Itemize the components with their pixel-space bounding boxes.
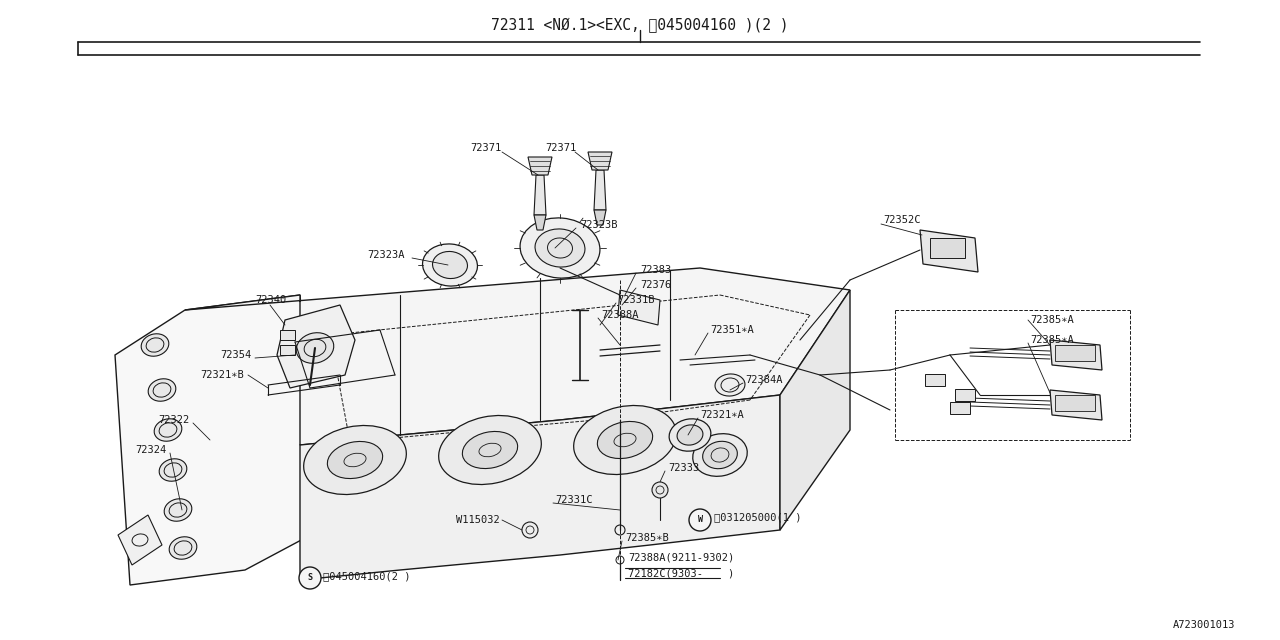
Ellipse shape [703, 442, 737, 468]
Text: 72182C(9303-    ): 72182C(9303- ) [628, 568, 735, 578]
Text: 72354: 72354 [220, 350, 251, 360]
Bar [1055, 345, 1094, 361]
Polygon shape [594, 210, 605, 225]
Polygon shape [780, 290, 850, 530]
Ellipse shape [141, 334, 169, 356]
Text: 72385∗B: 72385∗B [625, 533, 668, 543]
Text: 72383: 72383 [640, 265, 671, 275]
Ellipse shape [433, 252, 467, 278]
Text: 72384A: 72384A [745, 375, 782, 385]
Text: 72321∗B: 72321∗B [200, 370, 243, 380]
Ellipse shape [422, 244, 477, 286]
Polygon shape [534, 175, 547, 215]
Text: 72385∗A: 72385∗A [1030, 335, 1074, 345]
Bar [931, 238, 965, 258]
Text: 72331B: 72331B [617, 295, 654, 305]
Bar [925, 374, 945, 386]
Text: A723001013: A723001013 [1172, 620, 1235, 630]
Text: 72322: 72322 [157, 415, 189, 425]
Ellipse shape [296, 333, 334, 364]
Polygon shape [115, 295, 320, 585]
Ellipse shape [154, 419, 182, 441]
Polygon shape [276, 305, 355, 388]
Ellipse shape [439, 415, 541, 484]
Ellipse shape [164, 499, 192, 521]
Circle shape [689, 509, 710, 531]
Text: 72352C: 72352C [883, 215, 920, 225]
Polygon shape [1050, 340, 1102, 370]
Text: 72323B: 72323B [580, 220, 617, 230]
Text: 72324: 72324 [134, 445, 166, 455]
Text: Ⓧ031205000(1 ): Ⓧ031205000(1 ) [714, 512, 801, 522]
Polygon shape [118, 515, 163, 565]
Ellipse shape [598, 422, 653, 458]
Polygon shape [529, 157, 552, 175]
Bar [280, 330, 294, 340]
Text: 72340: 72340 [255, 295, 287, 305]
Ellipse shape [677, 425, 703, 445]
Text: 72371: 72371 [545, 143, 576, 153]
Text: 72351∗A: 72351∗A [710, 325, 754, 335]
Polygon shape [186, 268, 850, 445]
Text: 72388A(9211-9302): 72388A(9211-9302) [628, 553, 735, 563]
Text: W115032: W115032 [456, 515, 499, 525]
Text: 72321∗A: 72321∗A [700, 410, 744, 420]
Ellipse shape [669, 419, 710, 451]
Text: 72323A: 72323A [367, 250, 404, 260]
Bar [955, 389, 975, 401]
Text: 72333: 72333 [668, 463, 699, 473]
Polygon shape [920, 230, 978, 272]
Text: Ⓢ045004160(2 ): Ⓢ045004160(2 ) [323, 571, 411, 581]
Ellipse shape [692, 434, 748, 476]
Text: S: S [307, 573, 312, 582]
Polygon shape [618, 290, 660, 325]
Bar [950, 402, 970, 414]
Ellipse shape [716, 374, 745, 396]
Ellipse shape [328, 442, 383, 479]
Polygon shape [594, 170, 605, 210]
Circle shape [300, 567, 321, 589]
Polygon shape [300, 395, 780, 580]
Ellipse shape [535, 229, 585, 267]
Text: 72385∗A: 72385∗A [1030, 315, 1074, 325]
Text: 72311 <NØ.1><EXC, Ⓢ045004160 )(2 ): 72311 <NØ.1><EXC, Ⓢ045004160 )(2 ) [492, 18, 788, 33]
Circle shape [652, 482, 668, 498]
Text: 72388A: 72388A [602, 310, 639, 320]
Text: 72331C: 72331C [556, 495, 593, 505]
Ellipse shape [462, 431, 517, 468]
Polygon shape [534, 215, 547, 230]
Polygon shape [588, 152, 612, 170]
Text: 72376: 72376 [640, 280, 671, 290]
Circle shape [522, 522, 538, 538]
Text: 72371: 72371 [470, 143, 502, 153]
Ellipse shape [520, 218, 600, 278]
Ellipse shape [573, 406, 676, 474]
Ellipse shape [159, 459, 187, 481]
Bar [1055, 395, 1094, 411]
Text: W: W [698, 515, 703, 525]
Ellipse shape [169, 537, 197, 559]
Ellipse shape [303, 426, 406, 495]
Ellipse shape [148, 379, 175, 401]
Polygon shape [1050, 390, 1102, 420]
Bar [280, 345, 294, 355]
